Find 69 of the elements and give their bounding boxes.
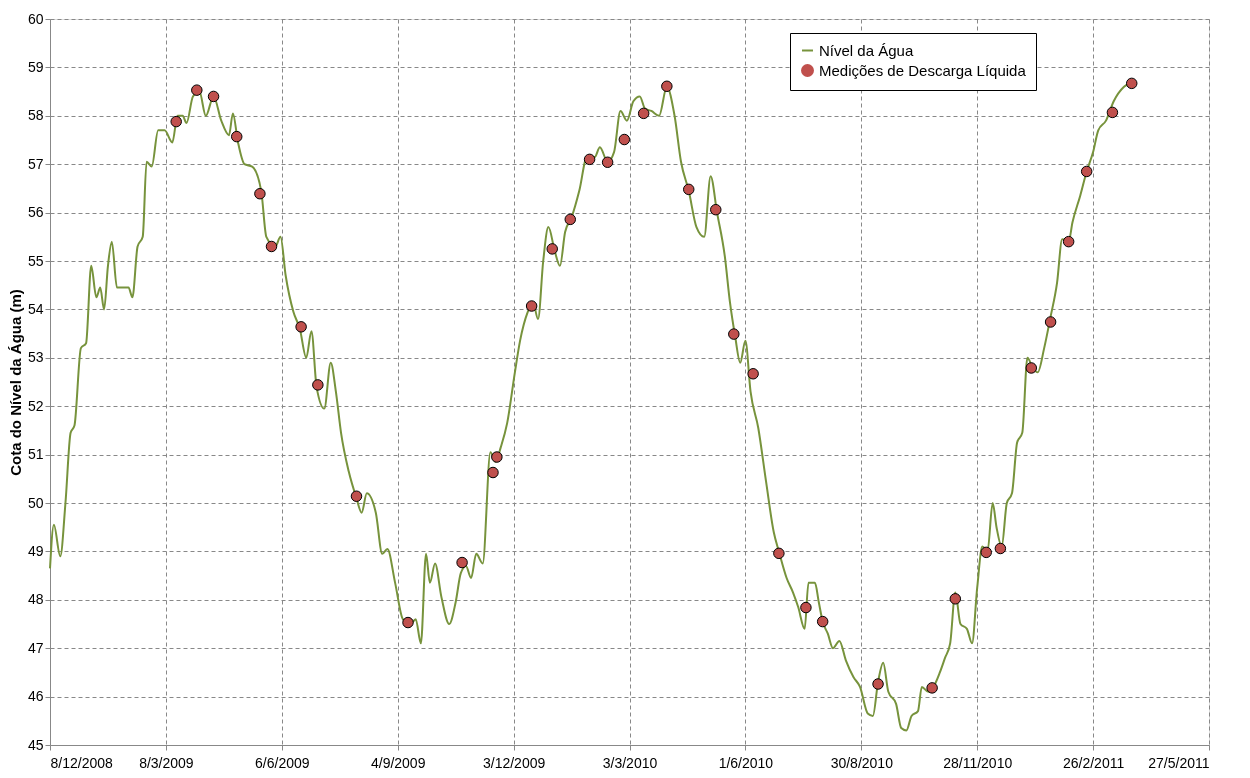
point: [1044, 316, 1057, 328]
y-tick-label: 53: [27, 349, 44, 366]
point: [618, 133, 631, 146]
point: [546, 243, 558, 255]
point: [583, 153, 596, 166]
point: [525, 300, 538, 312]
x-tick-label: 3/12/2009: [482, 754, 546, 771]
y-tick-label: 56: [27, 204, 44, 221]
x-tick-label: 26/2/2011: [1062, 754, 1125, 771]
point: [637, 107, 650, 120]
point: [601, 156, 614, 168]
point: [254, 187, 266, 200]
point: [564, 213, 577, 226]
point: [191, 84, 203, 96]
x-tick-label: 27/5/2011: [1148, 754, 1210, 771]
legend-label: Nível da Água: [819, 41, 914, 59]
x-tick-label: 28/11/2010: [943, 754, 1013, 771]
point: [170, 115, 182, 128]
y-tick-label: 58: [27, 107, 44, 124]
y-tick-label: 47: [27, 639, 44, 656]
point: [295, 321, 307, 333]
x-tick-label: 1/6/2010: [718, 754, 774, 771]
point: [800, 601, 812, 614]
point: [312, 379, 324, 391]
point: [1025, 362, 1038, 374]
point: [1062, 235, 1075, 248]
x-tick-label: 8/3/2009: [139, 754, 194, 771]
y-axis-title: Cota do Nível da Água (m): [6, 289, 24, 476]
point: [491, 451, 503, 463]
y-tick-label: 55: [27, 252, 44, 269]
point: [773, 547, 785, 560]
point: [747, 368, 759, 380]
x-tick-label: 8/12/2008: [50, 754, 113, 771]
y-tick-label: 50: [27, 494, 44, 511]
x-tick-label: 6/6/2009: [255, 754, 310, 771]
point: [816, 615, 829, 628]
point: [265, 240, 278, 253]
point: [949, 593, 962, 605]
point: [994, 542, 1007, 555]
y-tick-label: 54: [27, 300, 44, 317]
point: [1106, 106, 1119, 119]
point: [350, 490, 363, 502]
point: [1080, 165, 1093, 178]
point: [728, 328, 740, 340]
y-tick-label: 57: [27, 155, 44, 172]
y-tick-label: 60: [27, 10, 44, 27]
point: [207, 90, 220, 103]
y-tick-label: 46: [27, 688, 44, 705]
x-tick-label: 3/3/2010: [602, 754, 658, 771]
x-tick-label: 30/8/2010: [830, 754, 894, 771]
point: [710, 203, 722, 216]
y-tick-label: 52: [27, 397, 44, 414]
y-tick-label: 49: [27, 542, 44, 559]
x-tick-label: 4/9/2009: [370, 754, 426, 771]
y-tick-label: 59: [27, 58, 44, 75]
y-tick-label: 48: [27, 591, 44, 608]
y-tick-label: 51: [27, 446, 44, 463]
point: [926, 682, 938, 694]
point: [872, 678, 884, 690]
y-tick-label: 45: [27, 736, 44, 753]
point: [980, 546, 992, 559]
point: [661, 80, 673, 93]
point: [456, 556, 468, 569]
point: [402, 616, 414, 629]
point: [487, 466, 499, 479]
legend-label: Medições de Descarga Líquida: [819, 61, 1027, 79]
point: [682, 183, 695, 196]
point: [230, 130, 243, 143]
point: [1125, 77, 1138, 90]
